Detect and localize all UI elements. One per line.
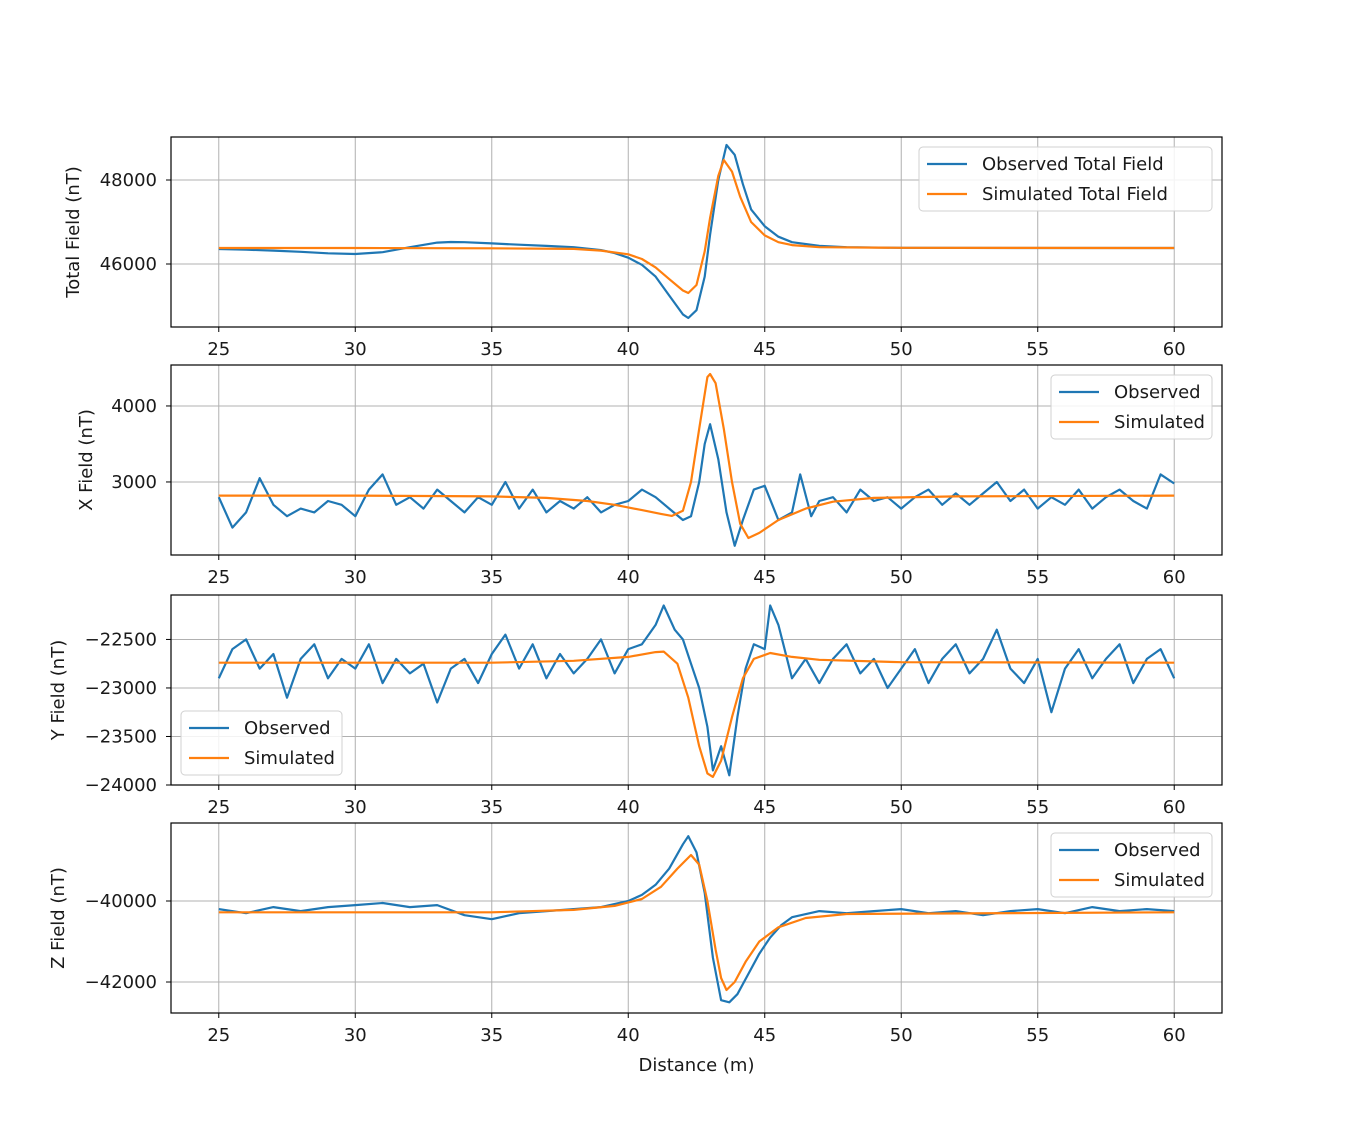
x-tick-label: 50: [890, 797, 913, 818]
x-tick-label: 40: [617, 339, 640, 360]
y-axis-label: Z Field (nT): [48, 867, 69, 969]
legend-box: [918, 146, 1213, 212]
y-tick-label: 46000: [100, 254, 157, 275]
y-tick-label: 48000: [100, 170, 157, 191]
x-tick-label: 55: [1026, 797, 1049, 818]
y-axis-label: Total Field (nT): [63, 166, 84, 298]
y-tick-label: −22500: [85, 629, 157, 650]
x-tick-label: 35: [480, 1025, 503, 1046]
x-tick-label: 50: [890, 567, 913, 588]
subplot-3: 25 30 35 40 45 50 55 60 −24000 −23500 −23000 −22500…: [48, 594, 1223, 818]
legend-label: Simulated: [244, 748, 335, 769]
x-tick-label: 45: [753, 567, 776, 588]
x-tick-label: 40: [617, 567, 640, 588]
x-tick-label: 60: [1163, 1025, 1186, 1046]
x-tick-label: 45: [753, 1025, 776, 1046]
y-tick-label: −24000: [85, 775, 157, 796]
y-axis-label: X Field (nT): [76, 409, 97, 511]
x-tick-label: 40: [617, 797, 640, 818]
y-tick-label: −23000: [85, 678, 157, 699]
subplot-2: 25 30 35 40 45 50 55 60 3000 4000 X Field (nT) Obse…: [76, 364, 1223, 588]
subplot-1: 25 30 35 40 45 50 55 60 46000 48000 Total Field (n…: [63, 136, 1223, 360]
x-tick-label: 55: [1026, 339, 1049, 360]
x-tick-label: 55: [1026, 567, 1049, 588]
legend-label: Simulated: [1114, 412, 1205, 433]
simulated-series-line: [218, 853, 1175, 992]
simulated-series-line: [218, 158, 1175, 295]
y-tick-label: −40000: [85, 891, 157, 912]
legend-label: Observed Total Field: [982, 154, 1164, 175]
x-tick-label: 25: [207, 797, 230, 818]
simulated-series-line: [218, 372, 1175, 540]
y-tick-label: −23500: [85, 726, 157, 747]
x-tick-label: 50: [890, 339, 913, 360]
x-tick-label: 25: [207, 567, 230, 588]
observed-series-line: [217, 423, 1175, 547]
legend: Observed Simulated: [1050, 374, 1213, 440]
axes-frame: [170, 364, 1223, 556]
legend: Observed Simulated: [1050, 832, 1213, 898]
x-axis-label: Distance (m): [638, 1055, 754, 1076]
legend: Observed Total Field Simulated Total Fiel…: [918, 146, 1213, 212]
y-axis-label: Y Field (nT): [48, 640, 69, 741]
observed-series-line: [218, 143, 1175, 320]
x-tick-label: 35: [480, 567, 503, 588]
axes-frame: [170, 822, 1223, 1014]
x-tick-label: 45: [753, 339, 776, 360]
x-tick-label: 40: [617, 1025, 640, 1046]
x-tick-label: 25: [207, 1025, 230, 1046]
legend-label: Simulated Total Field: [982, 184, 1168, 205]
y-tick-label: 4000: [111, 396, 157, 417]
legend: Observed Simulated: [180, 710, 343, 776]
x-tick-label: 30: [344, 797, 367, 818]
x-tick-label: 50: [890, 1025, 913, 1046]
subplot-4: 25 30 35 40 45 50 55 60 −42000 −40000 Z Field (nT)…: [48, 822, 1223, 1076]
x-tick-label: 55: [1026, 1025, 1049, 1046]
x-tick-label: 60: [1163, 797, 1186, 818]
x-tick-label: 35: [480, 797, 503, 818]
legend-label: Observed: [244, 718, 331, 739]
axes-frame: [170, 136, 1223, 328]
y-tick-label: 3000: [111, 472, 157, 493]
x-tick-label: 30: [344, 567, 367, 588]
x-tick-label: 30: [344, 1025, 367, 1046]
x-tick-label: 25: [207, 339, 230, 360]
legend-label: Observed: [1114, 382, 1201, 403]
legend-label: Simulated: [1114, 870, 1205, 891]
observed-series-line: [217, 604, 1176, 777]
x-tick-label: 60: [1163, 339, 1186, 360]
y-tick-label: −42000: [85, 972, 157, 993]
x-tick-label: 30: [344, 339, 367, 360]
x-tick-label: 35: [480, 339, 503, 360]
legend-label: Observed: [1114, 840, 1201, 861]
x-tick-label: 60: [1163, 567, 1186, 588]
axes-frame: [170, 594, 1223, 786]
x-tick-label: 45: [753, 797, 776, 818]
simulated-series-line: [218, 650, 1175, 779]
